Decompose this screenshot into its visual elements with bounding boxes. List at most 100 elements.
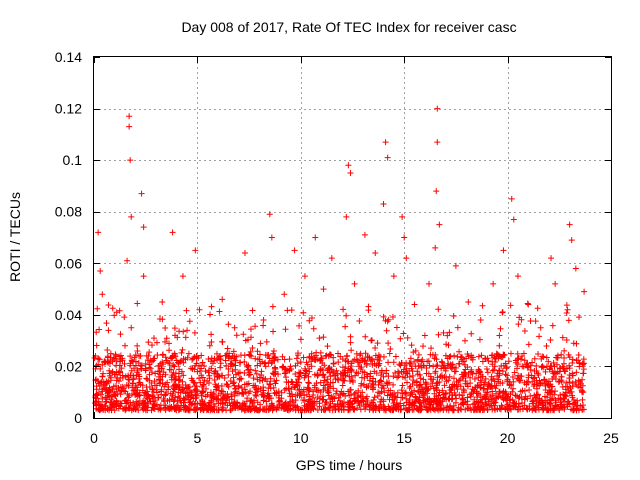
data-point — [162, 338, 169, 345]
data-point — [457, 383, 464, 390]
data-point — [444, 332, 451, 339]
data-point — [558, 373, 565, 380]
data-point — [561, 355, 568, 362]
data-point — [212, 381, 219, 388]
data-point — [310, 388, 317, 395]
data-point — [145, 357, 152, 364]
data-point — [534, 305, 541, 312]
data-point — [394, 368, 401, 375]
data-point — [191, 366, 198, 373]
data-point — [316, 335, 323, 342]
y-tick-label: 0.14 — [55, 49, 82, 65]
data-point — [208, 405, 215, 412]
data-point — [305, 406, 312, 413]
data-point — [202, 368, 209, 375]
data-point — [523, 381, 530, 388]
data-point — [375, 361, 382, 368]
data-point — [414, 396, 421, 403]
data-point — [370, 396, 377, 403]
data-point — [554, 369, 561, 376]
data-point — [123, 381, 130, 388]
y-axis-label: ROTI / TECUs — [7, 192, 23, 282]
data-point — [154, 352, 161, 359]
data-point — [503, 372, 510, 379]
data-point — [519, 353, 526, 360]
data-point — [237, 352, 244, 359]
data-point — [368, 337, 375, 344]
data-point — [499, 368, 506, 375]
data-point — [198, 392, 205, 399]
data-point — [310, 325, 317, 332]
data-point — [243, 361, 250, 368]
data-point — [215, 387, 222, 394]
data-point — [479, 396, 486, 403]
data-point — [359, 389, 366, 396]
data-point — [282, 326, 289, 333]
data-point — [332, 390, 339, 397]
data-point — [464, 401, 471, 408]
data-point — [496, 342, 503, 349]
data-point — [566, 221, 573, 228]
data-point — [570, 397, 577, 404]
data-point — [408, 342, 415, 349]
data-point — [124, 257, 131, 264]
data-point — [117, 400, 124, 407]
data-point — [229, 361, 236, 368]
data-point — [407, 360, 414, 367]
data-point — [390, 359, 397, 366]
data-point — [201, 377, 208, 384]
data-point — [328, 255, 335, 262]
data-point — [336, 392, 343, 399]
data-point — [211, 355, 218, 362]
data-point — [317, 389, 324, 396]
data-point — [380, 396, 387, 403]
data-point — [338, 407, 345, 414]
data-point — [195, 354, 202, 361]
data-point — [343, 353, 350, 360]
data-point — [292, 362, 299, 369]
data-point — [551, 369, 558, 376]
data-point — [331, 403, 338, 410]
data-point — [510, 385, 517, 392]
data-point — [184, 354, 191, 361]
data-point — [339, 382, 346, 389]
data-point — [484, 369, 491, 376]
data-point — [468, 330, 475, 337]
data-point — [339, 356, 346, 363]
data-point — [518, 394, 525, 401]
data-point — [129, 380, 136, 387]
data-point — [529, 400, 536, 407]
data-point — [305, 379, 312, 386]
data-point — [93, 329, 100, 336]
data-point — [380, 313, 387, 320]
data-point — [116, 353, 123, 360]
data-point — [533, 398, 540, 405]
data-point — [569, 407, 576, 414]
data-point — [178, 368, 185, 375]
data-point — [291, 247, 298, 254]
data-point — [225, 366, 232, 373]
data-point — [424, 387, 431, 394]
data-point — [536, 395, 543, 402]
data-point — [166, 347, 173, 354]
data-point — [457, 405, 464, 412]
data-point — [436, 221, 443, 228]
data-point — [565, 398, 572, 405]
data-point — [119, 357, 126, 364]
data-point — [575, 377, 582, 384]
data-point — [459, 400, 466, 407]
data-point — [205, 380, 212, 387]
data-point — [418, 358, 425, 365]
data-point — [215, 354, 222, 361]
data-point — [191, 387, 198, 394]
data-point — [444, 362, 451, 369]
data-point — [548, 387, 555, 394]
data-point — [519, 387, 526, 394]
data-point — [397, 335, 404, 342]
data-point — [427, 401, 434, 408]
data-point — [294, 382, 301, 389]
data-point — [514, 350, 521, 357]
data-point — [252, 367, 259, 374]
data-point — [408, 365, 415, 372]
data-point — [471, 396, 478, 403]
